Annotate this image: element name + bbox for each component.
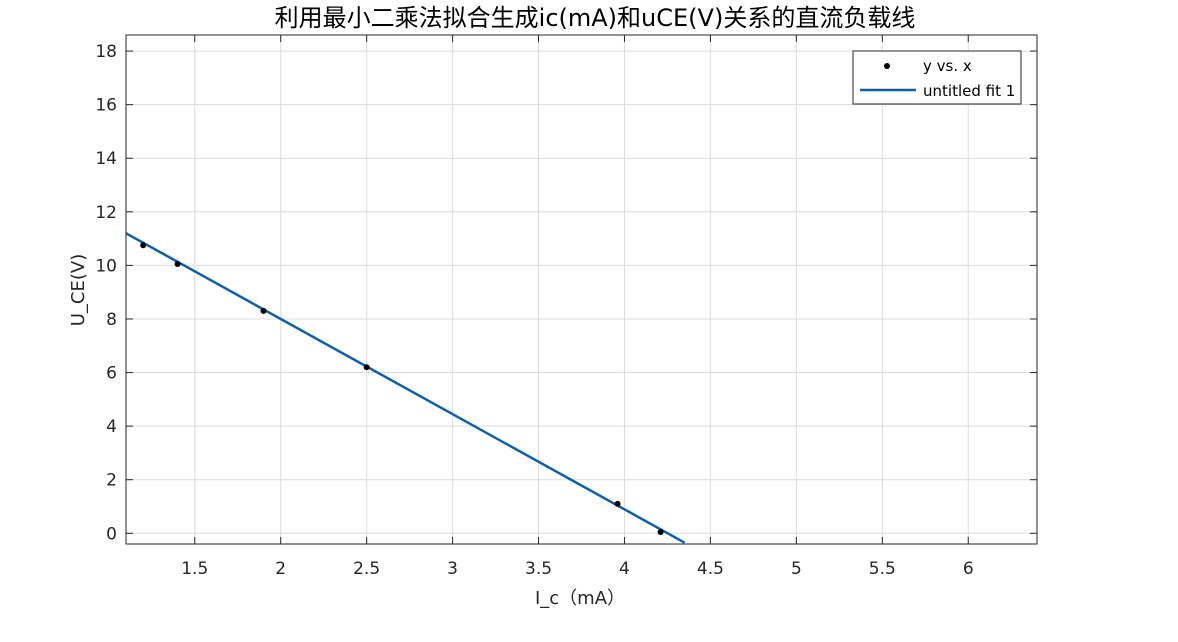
legend-label-scatter: y vs. x xyxy=(923,57,972,75)
data-point xyxy=(614,500,621,507)
data-point xyxy=(260,307,267,314)
plot-background xyxy=(126,35,1037,544)
grid xyxy=(126,35,1037,544)
x-tick-label: 3.5 xyxy=(525,559,552,579)
legend-box xyxy=(852,50,1022,105)
x-tick-label: 2 xyxy=(275,559,286,579)
x-tick-label: 4 xyxy=(619,559,630,579)
x-ticks: 1.5 2 2.5 3 3.5 4 4.5 5 5.5 6 xyxy=(181,35,974,579)
series xyxy=(126,232,686,544)
y-tick-label: 2 xyxy=(106,471,117,491)
legend: y vs. x untitled fit 1 xyxy=(852,50,1022,105)
axes xyxy=(125,34,1038,545)
x-tick-label: 5.5 xyxy=(869,559,896,579)
chart-title: 利用最小二乘法拟合生成ic(mA)和uCE(V)关系的直流负载线 xyxy=(275,4,916,32)
y-axis-label: U_CE(V) xyxy=(68,254,89,326)
y-tick-label: 4 xyxy=(106,417,117,437)
legend-marker-scatter xyxy=(884,63,890,69)
y-tick-label: 16 xyxy=(95,96,117,116)
y-tick-label: 8 xyxy=(106,310,117,330)
y-tick-label: 18 xyxy=(95,42,117,62)
x-tick-label: 6 xyxy=(963,559,974,579)
legend-label-fit: untitled fit 1 xyxy=(923,82,1015,100)
data-point xyxy=(174,261,181,268)
y-ticks: 0 2 4 6 8 10 12 14 16 18 xyxy=(95,42,1037,544)
axes-box xyxy=(125,34,1038,545)
x-tick-label: 1.5 xyxy=(181,559,208,579)
y-tick-label: 14 xyxy=(95,149,117,169)
data-point xyxy=(657,528,664,535)
x-tick-label: 5 xyxy=(791,559,802,579)
y-tick-label: 10 xyxy=(95,256,117,276)
data-point xyxy=(140,242,147,249)
x-axis-label: I_c（mA） xyxy=(535,588,625,609)
x-tick-label: 2.5 xyxy=(353,559,380,579)
y-tick-label: 12 xyxy=(95,203,117,223)
x-tick-label: 4.5 xyxy=(697,559,724,579)
fit-line xyxy=(126,232,686,544)
y-tick-label: 0 xyxy=(106,524,117,544)
y-tick-label: 6 xyxy=(106,364,117,384)
x-tick-label: 3 xyxy=(447,559,458,579)
data-point xyxy=(363,364,370,371)
